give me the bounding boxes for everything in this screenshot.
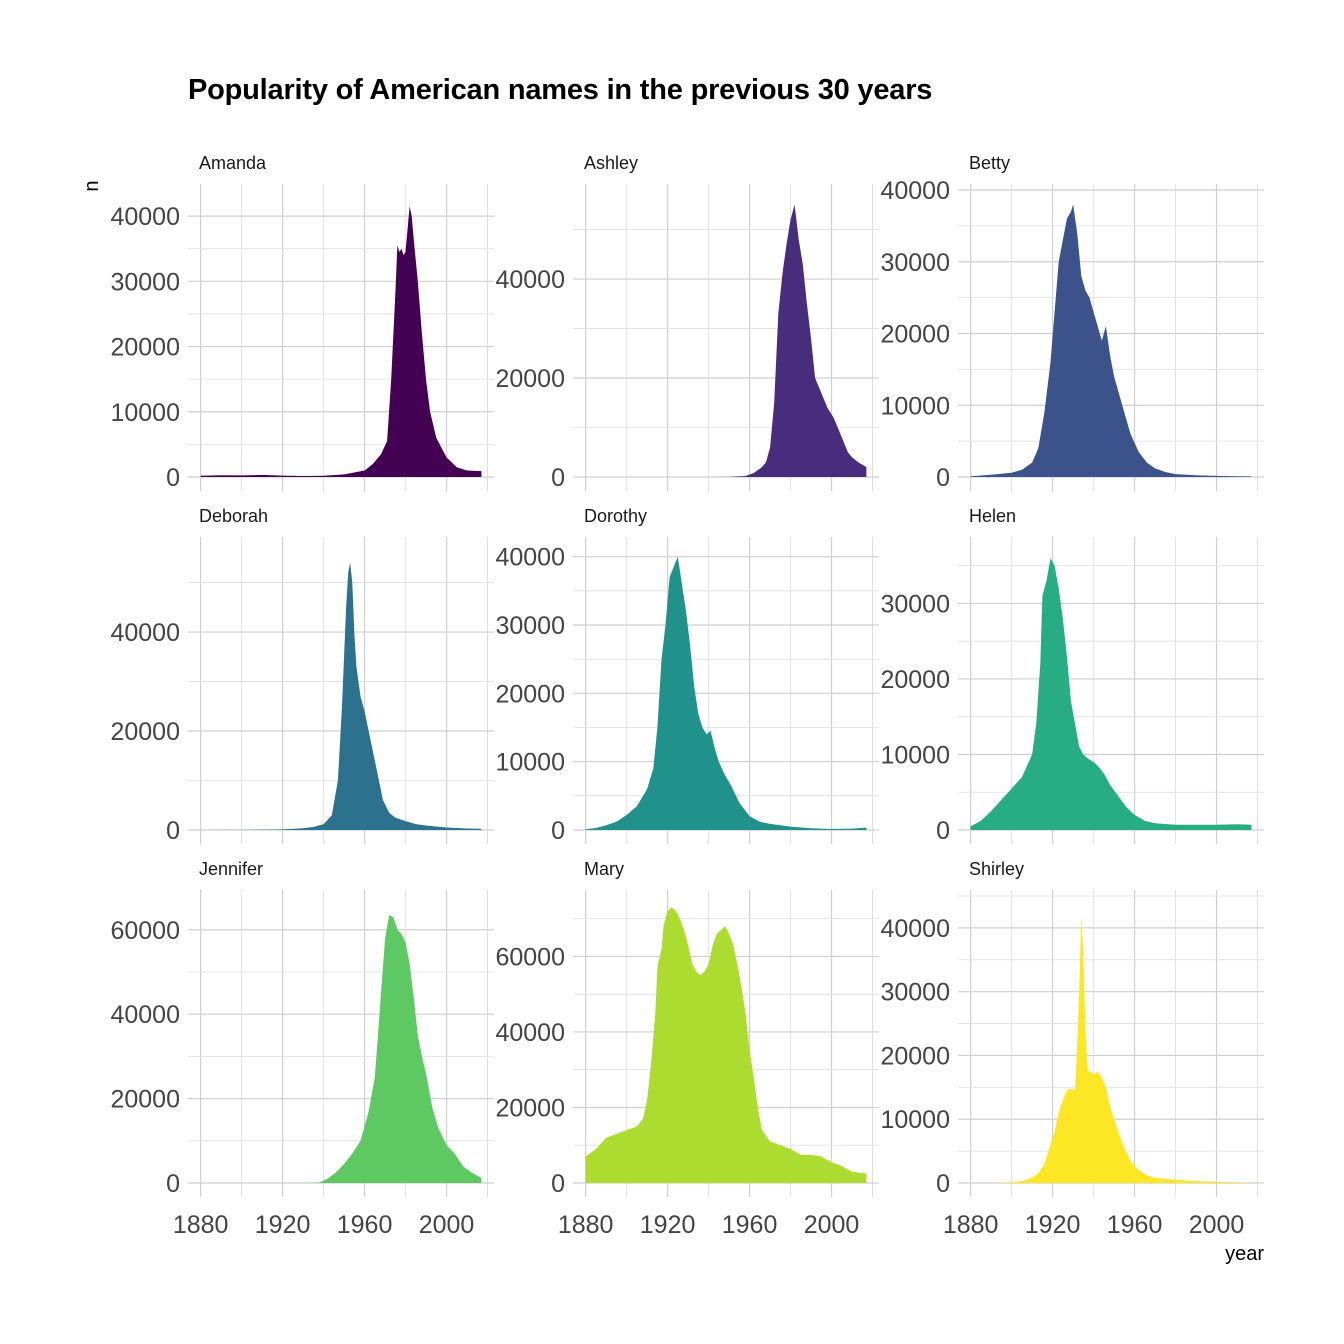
y-tick-label: 40000 — [110, 1001, 180, 1029]
area-series-betty — [970, 204, 1252, 477]
y-tick-label: 0 — [166, 464, 180, 492]
y-tick-label: 60000 — [110, 917, 180, 945]
y-tick-label: 40000 — [110, 619, 180, 647]
y-tick-label: 40000 — [495, 266, 565, 294]
x-tick-label: 1880 — [173, 1211, 229, 1239]
y-tick-label: 20000 — [495, 680, 565, 708]
panel-ashley: Ashley 0 20000 40000 — [495, 153, 879, 492]
area-series-dorothy — [585, 556, 867, 830]
y-tick-label: 0 — [551, 817, 565, 845]
x-tick-label: 1880 — [943, 1211, 999, 1239]
x-tick-label: 1920 — [255, 1211, 311, 1239]
x-tick-label: 2000 — [1189, 1211, 1245, 1239]
y-tick-label: 20000 — [110, 718, 180, 746]
x-tick-label: 1920 — [1025, 1211, 1081, 1239]
x-tick-label: 2000 — [804, 1211, 860, 1239]
y-tick-label: 40000 — [110, 203, 180, 231]
panel-dorothy: Dorothy 0 10000 20000 30000 40000 — [495, 506, 879, 845]
y-tick-label: 0 — [166, 1170, 180, 1198]
x-axis-label: year — [1225, 1243, 1264, 1265]
strip-label: Betty — [969, 153, 1010, 173]
y-tick-label: 0 — [936, 817, 950, 845]
y-tick-label: 30000 — [110, 268, 180, 296]
y-tick-label: 0 — [551, 1170, 565, 1198]
strip-label: Dorothy — [584, 506, 647, 526]
strip-label: Ashley — [584, 153, 638, 173]
y-tick-label: 20000 — [495, 1094, 565, 1122]
y-tick-label: 10000 — [110, 399, 180, 427]
area-series-mary — [585, 907, 867, 1183]
area-series-deborah — [200, 562, 482, 830]
panel-deborah: Deborah 0 20000 40000 — [110, 506, 494, 845]
y-tick-label: 30000 — [880, 249, 950, 277]
y-tick-label: 20000 — [495, 365, 565, 393]
area-series-ashley — [585, 204, 867, 478]
y-tick-label: 40000 — [880, 177, 950, 205]
x-tick-label: 1960 — [722, 1211, 778, 1239]
chart-title: Popularity of American names in the prev… — [188, 74, 933, 106]
y-tick-label: 0 — [936, 1170, 950, 1198]
y-tick-label: 20000 — [110, 334, 180, 362]
x-tick-label: 2000 — [419, 1211, 475, 1239]
y-tick-label: 10000 — [880, 392, 950, 420]
y-tick-label: 30000 — [880, 590, 950, 618]
y-tick-label: 20000 — [880, 666, 950, 694]
area-series-helen — [970, 558, 1252, 830]
panel-betty: Betty 0 10000 20000 30000 40000 — [880, 153, 1264, 492]
y-tick-label: 40000 — [495, 544, 565, 572]
y-tick-label: 10000 — [880, 741, 950, 769]
y-tick-label: 30000 — [880, 979, 950, 1007]
strip-label: Mary — [584, 859, 624, 879]
x-tick-label: 1880 — [558, 1211, 614, 1239]
y-tick-label: 10000 — [880, 1106, 950, 1134]
y-tick-label: 30000 — [495, 612, 565, 640]
strip-label: Helen — [969, 506, 1016, 526]
y-tick-label: 0 — [551, 464, 565, 492]
strip-label: Amanda — [199, 153, 267, 173]
panel-shirley: Shirley 0 10000 20000 30000 40000 1880 1920 1960… — [880, 859, 1264, 1239]
x-tick-label: 1960 — [1107, 1211, 1163, 1239]
y-tick-label: 40000 — [495, 1019, 565, 1047]
y-tick-label: 0 — [166, 817, 180, 845]
strip-label: Deborah — [199, 506, 268, 526]
x-tick-label: 1960 — [337, 1211, 393, 1239]
y-tick-label: 0 — [936, 464, 950, 492]
area-series-jennifer — [200, 915, 482, 1183]
strip-label: Jennifer — [199, 859, 263, 879]
x-tick-label: 1920 — [640, 1211, 696, 1239]
panel-jennifer: Jennifer 0 20000 40000 60000 1880 1920 1960 2000 — [110, 859, 494, 1239]
y-tick-label: 10000 — [495, 749, 565, 777]
area-series-shirley — [970, 915, 1252, 1183]
area-series-amanda — [200, 206, 482, 478]
strip-label: Shirley — [969, 859, 1024, 879]
y-tick-label: 20000 — [110, 1086, 180, 1114]
y-tick-label: 20000 — [880, 321, 950, 349]
y-axis-label: n — [81, 180, 103, 191]
panel-mary: Mary 0 20000 40000 60000 1880 1920 1960 2000 — [495, 859, 879, 1239]
y-tick-label: 60000 — [495, 943, 565, 971]
panel-amanda: Amanda 0 10000 20000 30000 40000 — [110, 153, 494, 492]
y-tick-label: 40000 — [880, 915, 950, 943]
y-tick-label: 20000 — [880, 1042, 950, 1070]
panel-helen: Helen 0 10000 20000 30000 — [880, 506, 1264, 845]
